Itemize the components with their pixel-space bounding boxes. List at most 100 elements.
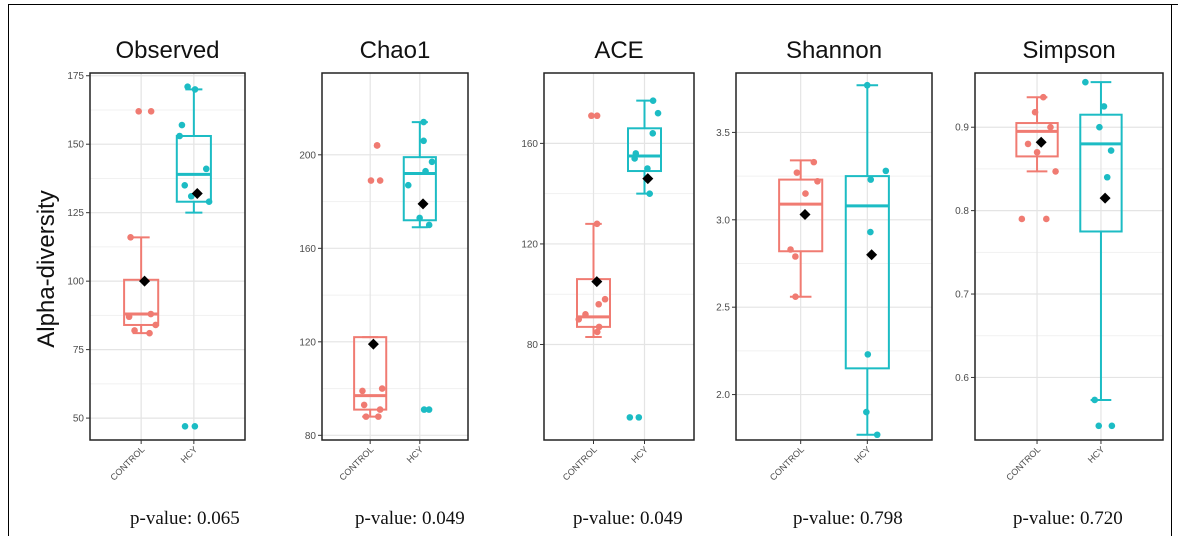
shannon-control-point (792, 253, 799, 260)
p-value-observed: p-value: 0.065 (130, 508, 240, 529)
ace-x-tick-label: HCY (629, 444, 650, 465)
observed-hcy-mean-marker (191, 188, 203, 200)
observed-x-tick-label: HCY (179, 444, 200, 465)
simpson-control-point (1052, 168, 1059, 175)
observed-hcy-point (181, 423, 189, 430)
ace-hcy-point (626, 414, 634, 421)
shannon-hcy-point (882, 167, 890, 175)
chao1-control-point (375, 413, 382, 420)
observed-panel-title: Observed (115, 37, 219, 64)
observed-hcy-box (175, 134, 212, 203)
ace-hcy-point (635, 414, 643, 421)
ace-hcy-point (649, 130, 657, 137)
shannon-hcy-mean-marker (866, 249, 878, 261)
shannon-hcy-point (863, 408, 870, 416)
simpson-hcy-point (1100, 103, 1108, 110)
observed-control-point (127, 234, 134, 241)
ace-control-point (575, 316, 583, 323)
chao1-x-tick-label: CONTROL (337, 444, 375, 482)
simpson-x-tick-label: HCY (1086, 444, 1107, 465)
chao1-control-point (359, 387, 366, 395)
observed-panel-border (89, 72, 246, 441)
ace-control-box (576, 278, 611, 328)
shannon-control-point (793, 169, 801, 176)
observed-hcy-point (181, 181, 189, 189)
chao1-hcy-point (425, 406, 433, 413)
simpson-control-point (1018, 215, 1026, 223)
chao1-y-tick-label: 200 (299, 150, 316, 161)
observed-y-tick-label: 150 (67, 140, 84, 151)
ace-control-point (593, 220, 601, 228)
chao1-y-tick-label: 120 (299, 337, 316, 348)
observed-hcy-point (184, 83, 191, 90)
simpson-hcy-point (1096, 123, 1103, 131)
ace-control-point (588, 112, 595, 120)
simpson-control-box (1015, 122, 1059, 158)
observed-control-point (125, 313, 133, 321)
simpson-control-point (1024, 140, 1032, 148)
ace-hcy-point (631, 155, 638, 162)
observed-hcy-point (205, 198, 213, 206)
simpson-control-point (1033, 148, 1041, 156)
simpson-control-point (1047, 123, 1054, 131)
simpson-y-tick-label: 0.6 (955, 373, 969, 384)
frame-top-border (8, 4, 1178, 5)
ace-y-tick-label: 120 (521, 239, 538, 250)
shannon-plot-area (736, 73, 932, 440)
ace-x-tick-label: CONTROL (561, 444, 599, 482)
shannon-y-tick-label: 3.5 (716, 128, 730, 139)
observed-control-point (131, 327, 138, 334)
ace-control-point (601, 295, 609, 303)
simpson-hcy-point (1108, 422, 1116, 430)
ace-panel-title: ACE (594, 37, 643, 64)
shannon-x-tick-label: HCY (852, 444, 873, 465)
observed-y-tick-label: 125 (67, 208, 84, 219)
shannon-y-tick-label: 2.0 (716, 390, 730, 401)
observed-hcy-point (176, 132, 183, 140)
frame-right-border (1171, 4, 1172, 536)
simpson-y-tick-label: 0.8 (955, 206, 969, 217)
ace-panel-border (543, 72, 695, 441)
chao1-panel-border (321, 72, 469, 441)
chao1-control-point (367, 177, 375, 184)
shannon-hcy-point (873, 431, 881, 439)
observed-control-point (152, 321, 159, 329)
simpson-control-mean-marker (1035, 136, 1047, 148)
ace-control-point (595, 323, 603, 331)
ace-plot-area (544, 73, 694, 440)
simpson-x-tick-label: CONTROL (1004, 444, 1042, 482)
chao1-control-point (376, 406, 384, 413)
shannon-control-mean-marker (799, 209, 811, 221)
observed-y-tick-label: 50 (73, 414, 85, 425)
shannon-hcy-point (864, 351, 872, 358)
observed-y-tick-label: 175 (67, 71, 84, 82)
shannon-panel-title: Shannon (786, 37, 882, 64)
ace-control-point (593, 112, 601, 120)
shannon-control-point (787, 246, 794, 253)
simpson-panel-border (974, 72, 1164, 441)
ace-y-tick-label: 80 (527, 340, 539, 351)
chao1-control-point (378, 385, 386, 392)
simpson-control-point (1031, 108, 1039, 116)
ace-hcy-point (632, 150, 640, 157)
chao1-panel-title: Chao1 (360, 37, 431, 64)
ace-control-point (594, 328, 601, 336)
observed-hcy-point (202, 165, 210, 173)
chao1-hcy-point (422, 167, 429, 175)
observed-hcy-point (178, 121, 186, 129)
observed-control-point (135, 108, 142, 115)
chao1-y-tick-label: 80 (305, 431, 317, 442)
observed-hcy-point (191, 86, 199, 93)
simpson-hcy-point (1095, 422, 1103, 430)
chao1-hcy-point (420, 406, 428, 413)
shannon-control-point (814, 178, 821, 185)
chao1-plot-area (322, 73, 468, 440)
ace-y-tick-label: 160 (521, 139, 538, 150)
ace-control-mean-marker (591, 276, 603, 288)
simpson-plot-area (975, 73, 1163, 440)
chao1-y-tick-label: 160 (299, 244, 316, 255)
chao1-control-mean-marker (367, 338, 379, 350)
simpson-hcy-point (1107, 147, 1115, 154)
chao1-control-point (362, 413, 370, 420)
